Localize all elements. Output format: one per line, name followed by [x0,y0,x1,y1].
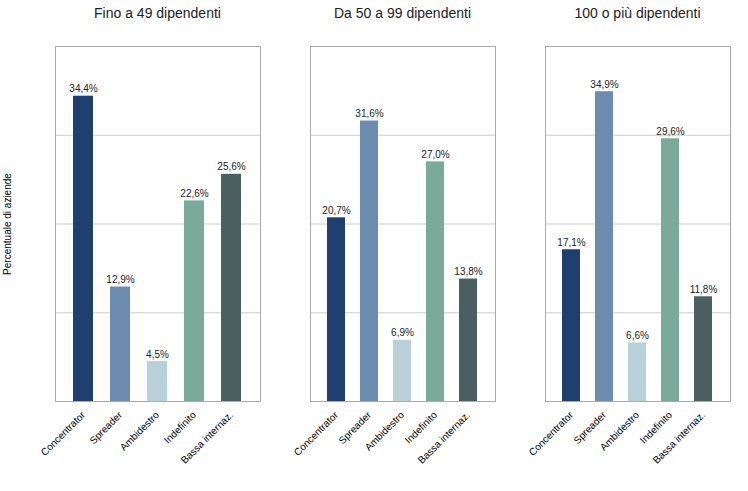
svg-text:31,6%: 31,6% [355,108,383,119]
svg-text:Spreader: Spreader [571,409,609,447]
svg-text:Indefinito: Indefinito [402,409,440,446]
svg-text:Spreader: Spreader [87,409,124,446]
svg-text:Percentuale di aziende: Percentuale di aziende [2,173,13,275]
svg-text:22,6%: 22,6% [180,188,208,199]
svg-text:Bassa internaz.: Bassa internaz. [179,409,236,466]
svg-text:13,8%: 13,8% [454,266,482,277]
svg-text:4,5%: 4,5% [146,349,169,360]
svg-text:6,6%: 6,6% [626,330,649,341]
svg-text:Ambidestro: Ambidestro [118,409,162,453]
svg-text:Bassa internaz.: Bassa internaz. [651,409,708,466]
svg-text:Concentrator: Concentrator [527,409,576,458]
svg-text:Ambidestro: Ambidestro [363,409,407,453]
svg-text:27,0%: 27,0% [421,149,449,160]
svg-text:29,6%: 29,6% [656,126,684,137]
svg-text:17,1%: 17,1% [557,237,585,248]
svg-text:Indefinito: Indefinito [637,409,675,446]
svg-text:Concentrator: Concentrator [39,409,88,458]
svg-text:Indefinito: Indefinito [162,409,199,446]
html-text:100 o più dipendenti: 100 o più dipendenti [574,5,701,21]
svg-text:Spreader: Spreader [336,409,374,447]
html-text:Da 50 a 99 dipendenti: Da 50 a 99 dipendenti [334,5,471,21]
svg-text:Bassa internaz.: Bassa internaz. [416,409,473,466]
svg-text:Concentrator: Concentrator [292,409,341,458]
svg-text:6,9%: 6,9% [391,327,414,338]
svg-text:12,9%: 12,9% [106,274,134,285]
svg-text:11,8%: 11,8% [690,284,718,295]
svg-text:25,6%: 25,6% [217,161,245,172]
svg-text:34,4%: 34,4% [69,83,97,94]
svg-text:20,7%: 20,7% [322,205,350,216]
svg-text:34,9%: 34,9% [590,79,618,90]
html-text:Fino a 49 dipendenti: Fino a 49 dipendenti [94,5,221,21]
svg-text:Ambidestro: Ambidestro [598,409,642,453]
